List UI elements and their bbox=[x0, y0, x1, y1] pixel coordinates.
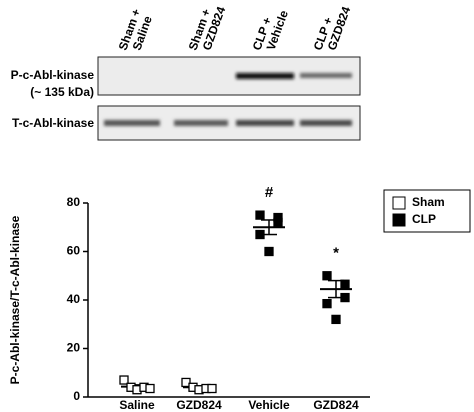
data-point bbox=[119, 375, 129, 385]
data-point bbox=[181, 377, 191, 388]
data-point bbox=[264, 246, 274, 257]
data-point bbox=[340, 292, 350, 303]
y-axis-label: P-c-Abl-kinase/T-c-Abl-kinase bbox=[8, 215, 22, 384]
y-tick-label: 0 bbox=[73, 389, 80, 403]
annotation: * bbox=[333, 245, 339, 262]
data-point bbox=[145, 383, 155, 394]
data-point bbox=[255, 210, 265, 220]
y-tick-label: 80 bbox=[67, 195, 81, 209]
row-label: T-c-Abl-kinase bbox=[12, 116, 94, 130]
x-tick-label: Saline bbox=[119, 398, 155, 412]
data-point bbox=[322, 298, 332, 309]
blot-band bbox=[236, 120, 294, 126]
legend-label: Sham bbox=[412, 195, 445, 209]
blot-band bbox=[236, 73, 294, 79]
y-tick-label: 60 bbox=[67, 244, 81, 258]
blot-band bbox=[104, 120, 160, 126]
legend-label: CLP bbox=[412, 212, 436, 226]
y-tick-label: 20 bbox=[67, 341, 81, 355]
x-tick-label: Vehicle bbox=[248, 398, 290, 412]
data-point bbox=[322, 271, 332, 281]
blot-band bbox=[300, 73, 352, 78]
data-point bbox=[331, 314, 341, 325]
row-label: P-c-Abl-kinase bbox=[11, 68, 95, 82]
legend-swatch bbox=[392, 196, 406, 210]
data-point bbox=[340, 279, 350, 289]
data-point bbox=[207, 383, 217, 394]
row-label: (~ 135 kDa) bbox=[30, 85, 94, 99]
y-tick-label: 40 bbox=[67, 292, 81, 306]
x-tick-label: GZD824 bbox=[176, 398, 222, 412]
legend-swatch bbox=[392, 213, 406, 227]
data-point bbox=[255, 229, 265, 240]
annotation: # bbox=[265, 184, 274, 201]
blot-band bbox=[300, 120, 352, 126]
data-point bbox=[273, 217, 283, 228]
blot-band bbox=[174, 120, 228, 126]
x-tick-label: GZD824 bbox=[313, 398, 359, 412]
